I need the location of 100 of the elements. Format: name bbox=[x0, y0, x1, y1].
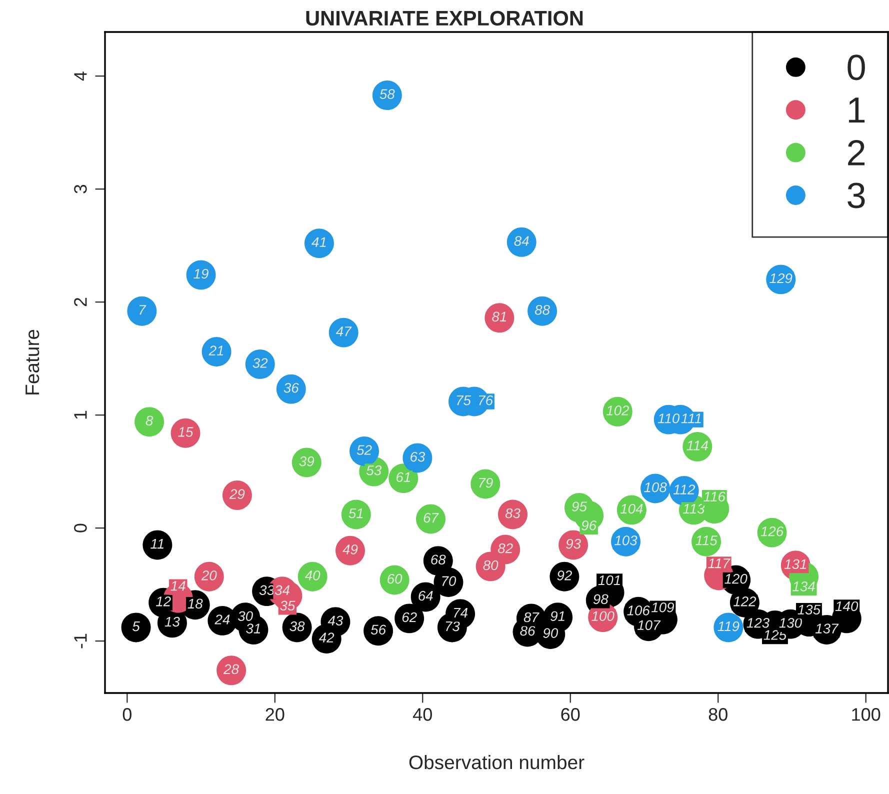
annotation: 61 bbox=[396, 472, 410, 482]
annotation: 53 bbox=[366, 465, 382, 476]
annotation: 14 bbox=[170, 581, 186, 591]
annotation: 122 bbox=[733, 596, 756, 606]
annotation: 68 bbox=[431, 554, 446, 565]
annotation: 79 bbox=[479, 478, 493, 488]
annotation: 63 bbox=[410, 452, 426, 462]
annotation: 35 bbox=[280, 600, 296, 611]
annotation: 18 bbox=[188, 598, 203, 609]
annotation: 39 bbox=[299, 456, 314, 466]
annotation: 62 bbox=[402, 612, 417, 622]
x-tick-label: 60 bbox=[561, 708, 580, 721]
x-tick-label: 0 bbox=[122, 708, 132, 721]
annotation: 104 bbox=[620, 504, 643, 514]
annotation: 115 bbox=[696, 536, 718, 546]
annotation: 74 bbox=[454, 608, 468, 618]
annotation: 12 bbox=[156, 596, 171, 606]
annotation: 113 bbox=[683, 504, 705, 514]
annotation: 84 bbox=[514, 236, 529, 246]
annotation: 60 bbox=[388, 574, 402, 584]
y-tick-label: 0 bbox=[74, 524, 87, 532]
annotation: 112 bbox=[673, 484, 695, 494]
annotation: 126 bbox=[760, 526, 784, 536]
x-axis-title: Observation number bbox=[409, 754, 584, 770]
annotation: 102 bbox=[606, 406, 630, 416]
annotation: 31 bbox=[246, 624, 260, 634]
annotation: 13 bbox=[164, 616, 180, 627]
x-tick-label: 20 bbox=[266, 708, 284, 721]
annotation: 34 bbox=[274, 585, 290, 596]
y-tick-label: 3 bbox=[74, 184, 87, 194]
annotation: 70 bbox=[442, 576, 456, 586]
annotation: 123 bbox=[746, 618, 770, 628]
annotation: 103 bbox=[614, 535, 638, 546]
annotation: 134 bbox=[792, 582, 815, 592]
legend-label: 0 bbox=[848, 54, 865, 80]
annotation: 130 bbox=[779, 618, 802, 628]
annotation: 108 bbox=[644, 482, 667, 492]
annotation: 80 bbox=[483, 560, 498, 570]
annotation: 116 bbox=[704, 492, 726, 502]
chart-title: UNIVARIATE EXPLORATION bbox=[306, 10, 583, 26]
annotation: 98 bbox=[593, 594, 608, 604]
annotation: 75 bbox=[456, 396, 472, 406]
y-axis-title: Feature bbox=[26, 330, 40, 394]
annotation: 131 bbox=[784, 559, 806, 570]
annotation: 7 bbox=[140, 305, 146, 315]
annotation: 21 bbox=[208, 346, 224, 356]
annotation: 87 bbox=[524, 612, 540, 622]
x-tick-label: 80 bbox=[708, 708, 728, 721]
annotation: 137 bbox=[815, 624, 839, 634]
annotation: 91 bbox=[550, 611, 564, 622]
legend-label: 3 bbox=[848, 182, 865, 208]
annotation: 129 bbox=[770, 273, 792, 284]
annotation: 38 bbox=[290, 621, 305, 632]
annotation: 64 bbox=[418, 590, 433, 601]
annotation: 95 bbox=[572, 502, 587, 512]
annotation: 5 bbox=[132, 622, 140, 632]
annotation: 88 bbox=[534, 304, 550, 315]
y-tick-label: 1 bbox=[74, 410, 87, 419]
annotation: 109 bbox=[651, 602, 674, 612]
y-tick-label: 2 bbox=[74, 298, 87, 306]
annotation: 83 bbox=[505, 508, 520, 518]
y-tick-label: -1 bbox=[74, 634, 87, 648]
y-tick-label: 4 bbox=[74, 72, 87, 81]
annotation: 32 bbox=[252, 358, 268, 368]
annotation: 96 bbox=[582, 520, 597, 530]
annotation: 120 bbox=[724, 574, 748, 584]
annotation: 11 bbox=[150, 539, 164, 549]
annotation: 51 bbox=[348, 508, 363, 518]
annotation: 117 bbox=[708, 558, 730, 568]
annotation: 56 bbox=[370, 624, 386, 635]
annotation: 36 bbox=[284, 382, 299, 393]
annotation: 49 bbox=[342, 544, 358, 554]
legend-label: 1 bbox=[849, 98, 865, 123]
annotation: 20 bbox=[201, 570, 217, 580]
annotation: 41 bbox=[312, 237, 326, 247]
annotation: 24 bbox=[214, 614, 230, 624]
annotation: 40 bbox=[304, 570, 320, 580]
x-tick-label: 100 bbox=[852, 708, 880, 721]
annotation: 81 bbox=[492, 312, 506, 322]
annotation: 86 bbox=[520, 626, 536, 636]
annotation: 82 bbox=[498, 543, 513, 554]
annotation: 140 bbox=[835, 601, 858, 612]
annotation: 119 bbox=[718, 621, 740, 632]
annotation: 106 bbox=[627, 606, 650, 616]
annotation: 58 bbox=[380, 89, 395, 100]
annotation: 110 bbox=[658, 413, 680, 424]
annotation: 47 bbox=[336, 326, 352, 336]
annotation: 101 bbox=[598, 575, 620, 586]
annotation: 29 bbox=[229, 489, 245, 499]
annotation: 28 bbox=[224, 664, 239, 674]
annotation: 114 bbox=[686, 440, 708, 450]
annotation: 30 bbox=[238, 611, 253, 622]
annotation: 107 bbox=[637, 620, 661, 630]
annotation: 15 bbox=[178, 427, 194, 437]
annotation: 92 bbox=[557, 570, 572, 580]
annotation: 93 bbox=[566, 538, 581, 549]
annotation: 43 bbox=[328, 616, 344, 626]
x-tick-label: 40 bbox=[413, 708, 432, 721]
annotation: 8 bbox=[146, 416, 154, 426]
annotation: 19 bbox=[194, 268, 208, 279]
